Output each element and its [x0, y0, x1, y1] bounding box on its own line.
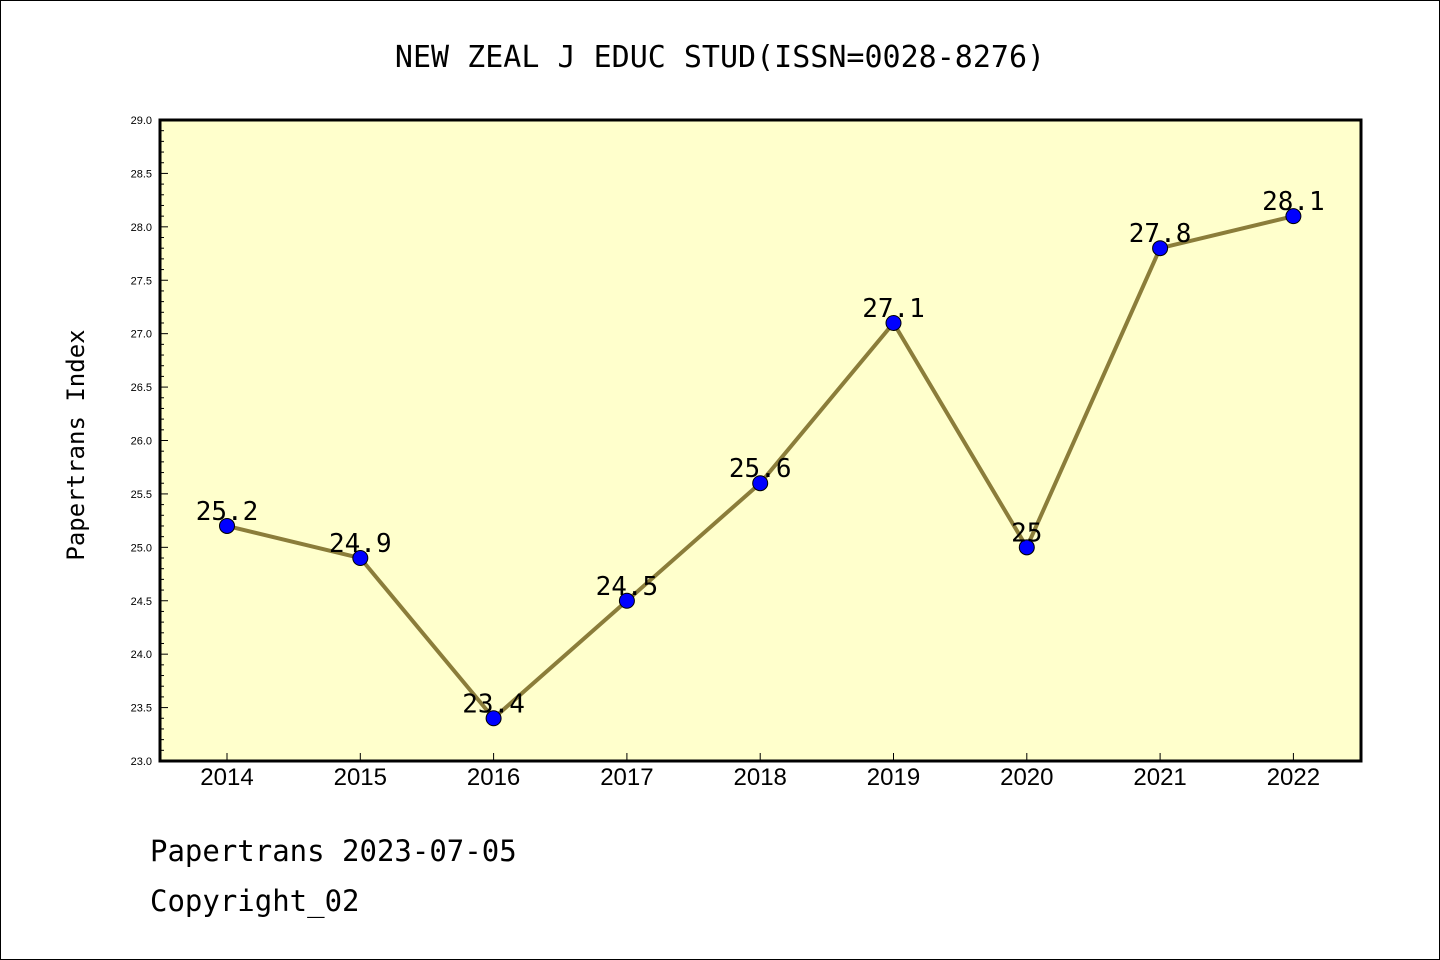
data-label-2021: 27.8: [1129, 219, 1192, 249]
y-tick-label: 28.5: [131, 168, 152, 180]
x-tick-label: 2021: [1133, 764, 1186, 791]
y-tick-label: 27.0: [131, 329, 152, 341]
data-point-2022: [1285, 208, 1302, 225]
data-label-2018: 25.6: [729, 454, 792, 484]
data-point-2021: [1152, 240, 1169, 257]
y-tick-label: 26.0: [131, 436, 152, 448]
x-tick-label: 2014: [200, 764, 253, 791]
data-label-2015: 24.9: [329, 529, 392, 559]
series-markers: [219, 208, 1302, 727]
y-tick-label: 25.5: [131, 489, 152, 501]
data-point-2016: [485, 710, 502, 727]
y-tick-label: 25.0: [131, 542, 152, 554]
data-point-2018: [752, 475, 769, 492]
plot-border: [158, 118, 1363, 763]
footer-date: Papertrans 2023-07-05: [150, 834, 517, 868]
y-tick-label: 27.5: [131, 275, 152, 287]
data-point-2015: [352, 550, 369, 567]
y-tick-label: 23.0: [131, 756, 152, 768]
data-point-2014: [219, 517, 235, 534]
y-tick-label: 26.5: [131, 382, 152, 394]
data-point-2017: [618, 592, 635, 609]
x-tick-label: 2016: [467, 764, 520, 791]
data-label-2014: 25.2: [196, 497, 259, 527]
data-point-2020: [1018, 539, 1035, 556]
x-axis: 2014 2015 2016 2017 2018 2019 2020 2021 2022: [200, 753, 1320, 791]
y-tick-label: 24.5: [131, 596, 152, 608]
chart-title: NEW ZEAL J EDUC STUD(ISSN=0028-8276): [395, 40, 1045, 75]
data-label-2022: 28.1: [1262, 187, 1325, 217]
y-axis-label: Papertrans Index: [62, 329, 90, 560]
data-label-2019: 27.1: [862, 294, 925, 324]
y-tick-label: 24.0: [131, 649, 152, 661]
data-point-2019: [885, 314, 902, 331]
x-tick-label: 2022: [1267, 764, 1320, 791]
data-labels: 25.2 24.9 23.4 24.5 25.6 27.1 25 27.8 28.1: [196, 187, 1325, 719]
footer-copyright: Copyright_02: [150, 884, 360, 918]
x-tick-label: 2019: [867, 764, 920, 791]
data-label-2016: 23.4: [462, 689, 525, 719]
y-tick-label: 28.0: [131, 222, 152, 234]
x-tick-label: 2017: [600, 764, 653, 791]
x-tick-label: 2015: [334, 764, 387, 791]
y-tick-label: 23.5: [131, 703, 152, 715]
data-label-2017: 24.5: [596, 572, 659, 602]
data-label-2020: 25: [1011, 518, 1042, 548]
plot-area: [160, 120, 1361, 761]
x-tick-label: 2018: [734, 764, 787, 791]
y-tick-label: 29.0: [131, 115, 152, 127]
x-tick-label: 2020: [1000, 764, 1053, 791]
